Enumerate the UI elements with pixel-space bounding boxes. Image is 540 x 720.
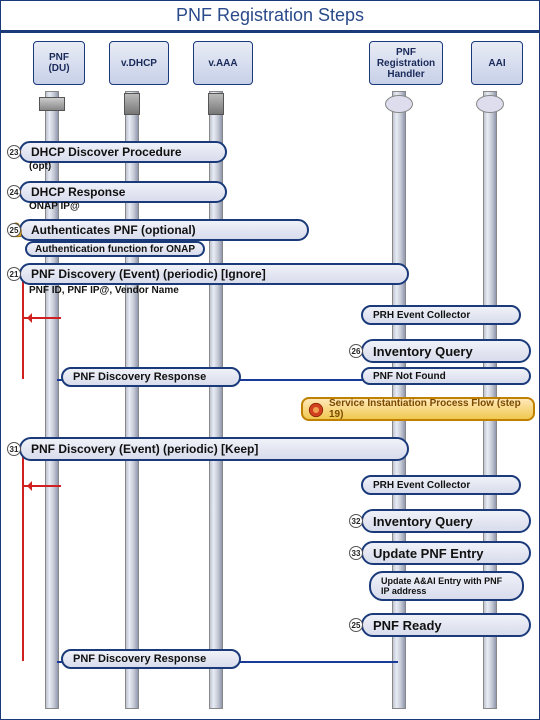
cloud-icon [475,93,505,115]
server-icon [117,93,147,115]
diagram-frame: PNF Registration Steps PNF(DU) v.DHCP v.AA… [0,0,540,720]
step-number: 23 [7,145,21,159]
step-number: 25 [7,223,21,237]
actor-prh: PNF Registration Handler [369,41,443,85]
step-box: PNF Discovery (Event) (periodic) [Ignore… [19,263,409,285]
step-number: 33 [349,546,363,560]
cloud-icon [384,93,414,115]
step-number: 24 [7,185,21,199]
device-icon [37,93,67,115]
step-sublabel: Authentication function for ONAP [25,241,205,257]
step-box: Authenticates PNF (optional) [19,219,309,241]
step-number: 21 [7,267,21,281]
step-sublabel: (opt) [29,161,51,172]
actor-row: PNF(DU) v.DHCP v.AAA PNF Registration Handl… [1,41,539,91]
message-box: Inventory Query [361,509,531,533]
message-box: PNF Not Found [361,367,531,385]
step-box: DHCP Response [19,181,227,203]
actor-pnf: PNF(DU) [33,41,85,85]
message-box: PNF Discovery Response [61,649,241,669]
title-bar: PNF Registration Steps [1,1,539,33]
step-number: 25 [349,618,363,632]
step-number: 32 [349,514,363,528]
actor-aaa: v.AAA [193,41,253,85]
step-box: DHCP Discover Procedure [19,141,227,163]
message-box: Update PNF Entry [361,541,531,565]
arrow [23,317,61,319]
step-sublabel: ONAP IP@ [29,201,80,212]
gear-icon [307,401,325,419]
message-box: PNF Discovery (Event) (periodic) [Keep] [19,437,409,461]
actor-aai: AAI [471,41,523,85]
message-box: PNF Discovery Response [61,367,241,387]
actor-dhcp: v.DHCP [109,41,169,85]
server-icon [201,93,231,115]
message-box: PRH Event Collector [361,305,521,325]
step-number: 26 [349,344,363,358]
message-box: Update A&AI Entry with PNF IP address [369,571,524,601]
message-box: PRH Event Collector [361,475,521,495]
arrow [23,485,61,487]
step-sublabel: PNF ID, PNF IP@, Vendor Name [29,285,179,296]
arrow-vline [22,275,24,379]
service-instantiation-box: Service Instantiation Process Flow (step… [301,397,535,421]
message-box: PNF Ready [361,613,531,637]
page-title: PNF Registration Steps [176,5,364,26]
arrow-vline [22,449,24,661]
message-box: Inventory Query [361,339,531,363]
step-number: 31 [7,442,21,456]
